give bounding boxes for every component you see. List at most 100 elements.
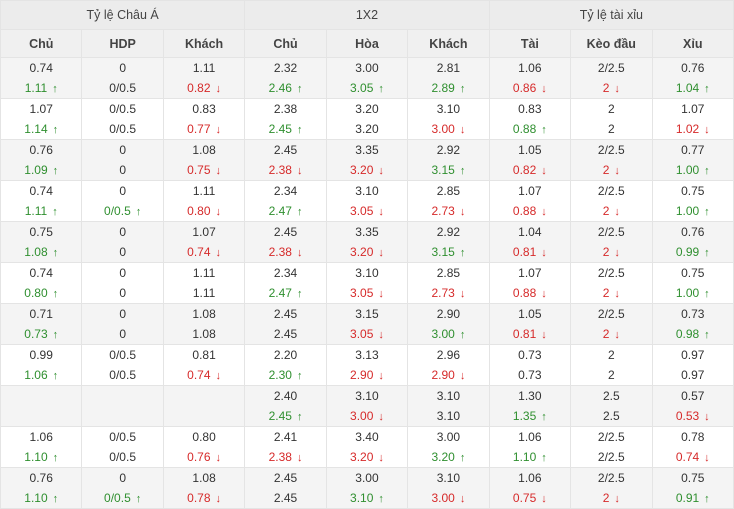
opening-odds: 2/2.5	[597, 184, 625, 198]
arrow-up-icon: ↑	[52, 247, 59, 259]
opening-odds: 2/2.5	[597, 471, 625, 485]
table-row[interactable]: 0.74 1.11 ↑ 0 0/0.5 ↑ 1.11 0.80 ↓ 2.34 2.47 ↑ 3.10 3.…	[0, 180, 734, 222]
odds-value: 1.35	[512, 409, 537, 423]
current-odds: 2.5	[571, 406, 651, 426]
opening-odds: 0	[119, 143, 126, 157]
odds-value: 2.45	[273, 327, 298, 341]
opening-odds: 3.10	[355, 184, 379, 198]
table-row[interactable]: 0.99 1.06 ↑ 0/0.5 0/0.5 0.81 0.74 ↓ 2.20 2.30 ↑ 3.1…	[0, 344, 734, 386]
arrow-down-icon: ↓	[704, 452, 710, 464]
opening-odds: 1.05	[518, 307, 542, 321]
opening-odds: 0.83	[192, 102, 216, 116]
col-home: Chủ	[0, 29, 83, 58]
current-odds: 0/0.5 ↑	[82, 201, 162, 221]
current-odds: 0	[82, 324, 162, 344]
opening-odds: 2.92	[436, 225, 461, 239]
table-row[interactable]: 0.74 0.80 ↑ 0 0 1.11 1.11 2.34 2.47 ↑ 3.10 3.05 ↓ 2.8…	[0, 262, 734, 304]
current-odds: 0.80 ↑	[1, 283, 81, 303]
odds-value: 1.09	[24, 163, 48, 177]
table-row[interactable]: 1.07 1.14 ↑ 0/0.5 0/0.5 0.83 0.77 ↓ 2.38 2.45 ↑ 3.2…	[0, 98, 734, 140]
arrow-down-icon: ↓	[378, 165, 384, 177]
cell-draw: 3.00 3.10 ↑	[325, 467, 409, 509]
cell-hdp: 0 0/0.5 ↑	[81, 467, 164, 509]
opening-odds: 0	[119, 307, 126, 321]
current-odds: 2.30 ↑	[245, 365, 325, 385]
arrow-up-icon: ↑	[378, 493, 384, 505]
arrow-down-icon: ↓	[541, 247, 547, 259]
cell-line: 2/2.5 2 ↓	[570, 467, 653, 509]
opening-odds: 0.76	[681, 61, 705, 75]
table-row[interactable]: 0.76 1.10 ↑ 0 0/0.5 ↑ 1.08 0.78 ↓ 2.45 2.45 3.00 3.1…	[0, 467, 734, 509]
odds-value: 0.88	[512, 122, 537, 136]
col-line: Kèo đầu	[570, 29, 653, 58]
opening-odds: 3.00	[355, 471, 379, 485]
current-odds: 2.73 ↓	[408, 283, 488, 303]
arrow-up-icon: ↑	[459, 165, 466, 177]
table-row[interactable]: 0.76 1.09 ↑ 0 0 1.08 0.75 ↓ 2.45 2.38 ↓ 3.35 3.20 ↓ 2.…	[0, 139, 734, 181]
table-row[interactable]: 1.06 1.10 ↑ 0/0.5 0/0.5 0.80 0.76 ↓ 2.41 2.38 ↓ 3.4…	[0, 426, 734, 468]
current-odds: 0.88 ↓	[490, 283, 570, 303]
current-odds: 2.38 ↓	[245, 447, 325, 467]
opening-odds: 2/2.5	[597, 266, 625, 280]
opening-odds: 3.10	[436, 102, 461, 116]
table-row[interactable]: 2.40 2.45 ↑ 3.10 3.00 ↓ 3.10 3.10 1.30 1.35 ↑ 2.5 2.…	[0, 385, 734, 427]
arrow-down-icon: ↓	[296, 452, 303, 464]
odds-value: 1.10	[24, 450, 48, 464]
arrow-up-icon: ↑	[296, 370, 303, 382]
current-odds: 1.06 ↑	[1, 365, 81, 385]
odds-value: 2.46	[268, 81, 292, 95]
cell-home-1x2: 2.32 2.46 ↑	[244, 57, 327, 99]
current-odds: 2.45 ↑	[245, 406, 325, 426]
arrow-down-icon: ↓	[378, 370, 384, 382]
arrow-up-icon: ↑	[459, 452, 466, 464]
odds-value: 1.08	[24, 245, 48, 259]
current-odds: 0.82 ↓	[490, 160, 570, 180]
cell-home: 0.99 1.06 ↑	[0, 344, 83, 386]
current-odds: 3.05 ↓	[327, 283, 407, 303]
opening-odds: 1.30	[518, 389, 542, 403]
odds-value: 1.10	[24, 491, 48, 505]
odds-value: 0	[119, 163, 126, 177]
current-odds	[1, 406, 81, 426]
current-odds: 2/2.5	[571, 447, 651, 467]
cell-over: 1.06 1.10 ↑	[488, 426, 572, 468]
arrow-up-icon: ↑	[704, 247, 710, 259]
odds-value: 2.38	[268, 450, 292, 464]
cell-draw: 3.00 3.05 ↑	[325, 57, 409, 99]
current-odds: 2.90 ↓	[327, 365, 407, 385]
cell-line: 2/2.5 2 ↓	[570, 221, 653, 263]
odds-value: 1.04	[675, 81, 700, 95]
current-odds	[82, 406, 162, 426]
table-row[interactable]: 0.74 1.11 ↑ 0 0/0.5 1.11 0.82 ↓ 2.32 2.46 ↑ 3.00 3.0…	[0, 57, 734, 99]
odds-value: 0	[119, 286, 126, 300]
cell-over: 1.07 0.88 ↓	[488, 262, 572, 304]
arrow-up-icon: ↑	[459, 247, 466, 259]
odds-value: 2	[602, 204, 610, 218]
arrow-down-icon: ↓	[541, 206, 547, 218]
arrow-up-icon: ↑	[52, 288, 59, 300]
odds-value: 2.90	[431, 368, 455, 382]
arrow-down-icon: ↓	[378, 288, 384, 300]
odds-value: 2.45	[268, 409, 292, 423]
cell-home: 0.76 1.09 ↑	[0, 139, 83, 181]
table-row[interactable]: 0.71 0.73 ↑ 0 0 1.08 1.08 2.45 2.45 3.15 3.05 ↓ 2.90…	[0, 303, 734, 345]
current-odds: 3.20 ↓	[327, 160, 407, 180]
cell-home-1x2: 2.41 2.38 ↓	[244, 426, 327, 468]
arrow-up-icon: ↑	[541, 411, 547, 423]
odds-value: 0/0.5	[109, 450, 136, 464]
opening-odds: 2.34	[273, 184, 298, 198]
arrow-down-icon: ↓	[541, 83, 547, 95]
table-row[interactable]: 0.75 1.08 ↑ 0 0 1.07 0.74 ↓ 2.45 2.38 ↓ 3.35 3.20 ↓ 2.…	[0, 221, 734, 263]
current-odds: 0.88 ↓	[490, 201, 570, 221]
opening-odds: 0/0.5	[109, 430, 136, 444]
current-odds	[164, 406, 244, 426]
opening-odds: 3.40	[355, 430, 379, 444]
arrow-up-icon: ↑	[52, 83, 58, 95]
cell-away-1x2: 3.10 3.00 ↓	[407, 467, 490, 509]
opening-odds: 0.73	[681, 307, 705, 321]
opening-odds: 3.00	[436, 430, 461, 444]
odds-value: 1.14	[24, 122, 48, 136]
cell-home: 0.74 1.11 ↑	[0, 180, 83, 222]
cell-away-1x2: 2.85 2.73 ↓	[407, 180, 490, 222]
cell-draw: 3.10 3.05 ↓	[325, 262, 409, 304]
